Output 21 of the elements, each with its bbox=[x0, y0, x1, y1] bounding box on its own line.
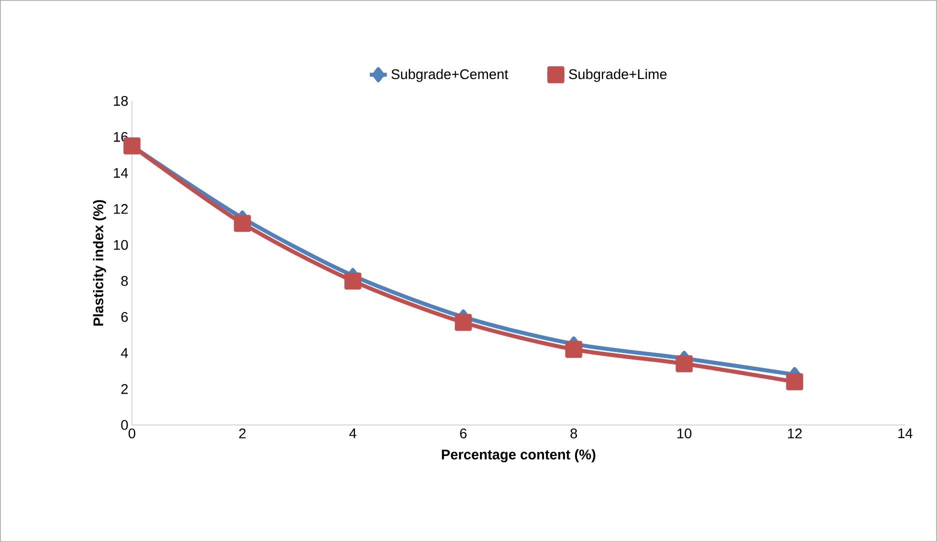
y-tick-label: 14 bbox=[114, 168, 128, 178]
y-axis-title: Plasticity index (%) bbox=[93, 200, 106, 326]
y-tick-label: 2 bbox=[121, 384, 128, 394]
x-tick-label: 2 bbox=[239, 428, 246, 438]
y-tick-label: 8 bbox=[121, 276, 128, 286]
legend-label: Subgrade+Cement bbox=[391, 68, 508, 82]
x-tick-label: 12 bbox=[788, 428, 802, 438]
y-tick-label: 10 bbox=[114, 240, 128, 250]
x-tick-label: 0 bbox=[128, 428, 136, 438]
y-tick-label: 6 bbox=[121, 312, 128, 322]
x-tick-label: 8 bbox=[570, 428, 578, 438]
y-tick-label: 4 bbox=[120, 348, 128, 358]
y-tick-label: 0 bbox=[121, 420, 128, 430]
y-tick-label: 12 bbox=[114, 204, 128, 214]
legend-label: Subgrade+Lime bbox=[568, 68, 667, 82]
y-tick-label: 18 bbox=[114, 96, 128, 106]
x-tick-label: 10 bbox=[678, 428, 692, 438]
x-tick-label: 6 bbox=[460, 428, 467, 438]
x-axis-title: Percentage content (%) bbox=[442, 449, 596, 462]
x-tick-label: 14 bbox=[898, 428, 912, 438]
x-tick-label: 4 bbox=[349, 428, 356, 438]
